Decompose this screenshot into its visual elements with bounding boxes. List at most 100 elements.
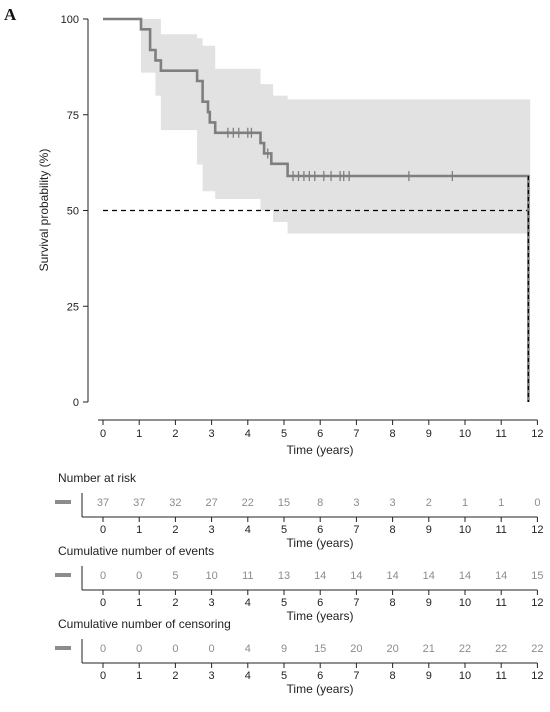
table-value: 37 [97,497,109,509]
table-x-tick-label: 9 [426,597,432,609]
table-x-tick-label: 6 [317,597,323,609]
x-tick-label: 10 [459,428,471,440]
table-value: 32 [169,497,181,509]
group-legend-swatch [55,500,71,504]
group-legend-swatch [55,573,71,577]
table-value: 2 [426,497,432,509]
table-value: 15 [314,643,326,655]
table-x-tick-label: 2 [172,597,178,609]
y-tick-label: 75 [67,110,79,122]
table-x-tick-label: 0 [100,524,106,536]
y-axis-title: Survival probability (%) [37,149,51,272]
table-x-tick-label: 11 [495,670,506,682]
table-value: 5 [172,570,178,582]
x-tick-label: 1 [136,428,142,440]
table-value: 14 [350,570,362,582]
y-tick-label: 25 [67,301,79,313]
table-x-axis-title: Time (years) [287,609,354,623]
panel-label: A [4,5,17,24]
x-tick-label: 4 [245,428,251,440]
table-x-tick-label: 7 [353,597,359,609]
table-title: Cumulative number of censoring [58,617,231,631]
table-x-axis-title: Time (years) [287,682,354,696]
table-value: 9 [281,643,287,655]
table-value: 4 [245,643,251,655]
x-tick-label: 7 [353,428,359,440]
y-tick-label: 50 [67,206,79,218]
table-x-tick-label: 1 [136,597,142,609]
table-value: 21 [423,643,435,655]
table-value: 0 [100,570,106,582]
table-value: 3 [353,497,359,509]
x-tick-label: 9 [426,428,432,440]
table-x-tick-label: 5 [281,524,287,536]
table-value: 14 [423,570,435,582]
table-x-tick-label: 3 [209,670,215,682]
x-tick-label: 8 [390,428,396,440]
table-x-tick-label: 3 [209,597,215,609]
table-x-tick-label: 5 [281,597,287,609]
table-value: 1 [462,497,468,509]
x-tick-label: 5 [281,428,287,440]
table-x-tick-label: 0 [100,670,106,682]
y-tick-label: 100 [61,14,79,26]
confidence-band [103,19,531,234]
table-x-tick-label: 12 [531,524,543,536]
table-value: 0 [534,497,540,509]
table-value: 27 [205,497,217,509]
table-value: 14 [459,570,471,582]
table-x-tick-label: 10 [459,524,471,536]
table-value: 22 [531,643,543,655]
table-value: 0 [136,570,142,582]
x-tick-label: 12 [531,428,543,440]
table-value: 22 [495,643,507,655]
table-x-tick-label: 6 [317,524,323,536]
table-value: 0 [100,643,106,655]
table-x-tick-label: 2 [172,524,178,536]
table-x-tick-label: 8 [390,597,396,609]
table-value: 37 [133,497,145,509]
table-title: Cumulative number of events [58,544,214,558]
y-tick-label: 0 [73,397,79,409]
table-value: 8 [317,497,323,509]
x-tick-label: 0 [100,428,106,440]
table-x-tick-label: 1 [136,670,142,682]
table-x-tick-label: 2 [172,670,178,682]
table-x-tick-label: 8 [390,524,396,536]
x-tick-label: 2 [172,428,178,440]
group-legend-swatch [55,646,71,650]
table-value: 0 [136,643,142,655]
x-axis-title: Time (years) [287,443,354,457]
table-x-tick-label: 9 [426,670,432,682]
x-tick-label: 6 [317,428,323,440]
table-title: Number at risk [58,471,137,485]
table-value: 14 [495,570,507,582]
table-value: 14 [386,570,398,582]
table-x-tick-label: 4 [245,597,251,609]
table-x-tick-label: 10 [459,670,471,682]
table-x-tick-label: 0 [100,597,106,609]
table-block: Cumulative number of censoring 0 0 0 0 4 9 15 20… [55,617,544,696]
table-x-tick-label: 12 [531,670,543,682]
table-value: 15 [278,497,290,509]
table-x-tick-label: 11 [495,597,506,609]
table-x-tick-label: 4 [245,524,251,536]
table-value: 10 [205,570,217,582]
table-x-tick-label: 9 [426,524,432,536]
table-x-tick-label: 7 [353,670,359,682]
table-value: 13 [278,570,290,582]
table-value: 3 [390,497,396,509]
table-value: 22 [459,643,471,655]
table-value: 20 [386,643,398,655]
table-value: 15 [531,570,543,582]
table-value: 20 [350,643,362,655]
table-value: 0 [172,643,178,655]
x-tick-label: 3 [209,428,215,440]
table-value: 1 [498,497,504,509]
table-value: 22 [242,497,254,509]
table-x-tick-label: 4 [245,670,251,682]
